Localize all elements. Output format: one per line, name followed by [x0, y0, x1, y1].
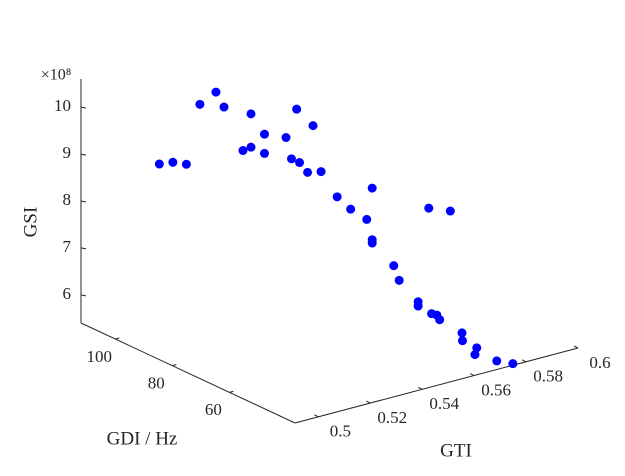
z-tick: [80, 106, 87, 109]
point: [154, 159, 164, 169]
point: [238, 146, 248, 156]
point: [292, 104, 302, 114]
z-tick-label: 7: [63, 237, 72, 256]
point: [281, 133, 291, 143]
x-tick-label: 0.58: [533, 367, 563, 386]
x-tick-label: 0.5: [330, 422, 351, 441]
z-multiplier: ×10⁸: [41, 67, 72, 84]
y-tick-label: 80: [148, 374, 165, 393]
point: [308, 121, 318, 131]
x-tick: [573, 345, 579, 349]
point: [246, 109, 256, 119]
point: [413, 301, 423, 311]
z-tick-label: 6: [63, 284, 72, 303]
x-tick: [469, 373, 475, 376]
y-tick-label: 60: [205, 400, 222, 419]
x-axis-line: [294, 347, 579, 424]
point: [492, 356, 502, 366]
point: [445, 206, 455, 216]
x-tick-label: 0.52: [377, 408, 407, 427]
point: [316, 167, 326, 177]
z-tick: [80, 294, 87, 297]
z-tick-label: 10: [54, 96, 71, 115]
x-tick: [314, 414, 319, 418]
x-tick-label: 0.56: [481, 380, 511, 399]
point: [367, 183, 377, 193]
y-tick-label: 100: [86, 347, 112, 366]
y-tick: [115, 337, 120, 340]
y-axis-title: GDI / Hz: [107, 428, 178, 449]
z-tick-label: 8: [63, 190, 72, 209]
point: [211, 87, 221, 97]
x-tick: [521, 359, 527, 363]
point: [472, 343, 482, 353]
x-tick-label: 0.6: [589, 353, 610, 372]
point: [458, 336, 468, 346]
z-tick: [80, 200, 87, 203]
point: [195, 99, 205, 109]
point: [332, 192, 342, 202]
z-tick-label: 9: [63, 143, 72, 162]
point: [295, 158, 305, 168]
z-tick: [80, 247, 87, 250]
point: [259, 148, 269, 158]
x-tick-label: 0.54: [429, 394, 459, 413]
point: [219, 102, 229, 112]
point: [424, 203, 434, 213]
point: [168, 157, 178, 167]
point: [394, 275, 404, 285]
point: [457, 328, 467, 338]
z-tick: [80, 153, 87, 156]
point: [367, 238, 377, 248]
x-tick: [366, 400, 371, 404]
x-tick: [417, 386, 423, 390]
point: [286, 154, 296, 164]
point: [508, 359, 518, 369]
point: [246, 142, 256, 152]
point: [259, 129, 269, 139]
x-axis-title: GTI: [440, 440, 472, 461]
point: [389, 261, 399, 271]
y-tick: [172, 364, 177, 367]
point: [435, 315, 445, 325]
point: [362, 214, 372, 224]
point: [470, 350, 480, 360]
point: [303, 167, 313, 177]
y-axis-line: [80, 322, 296, 424]
z-axis-title: GSI: [20, 207, 41, 238]
y-tick: [229, 390, 234, 393]
point: [346, 204, 356, 214]
point: [181, 159, 191, 169]
